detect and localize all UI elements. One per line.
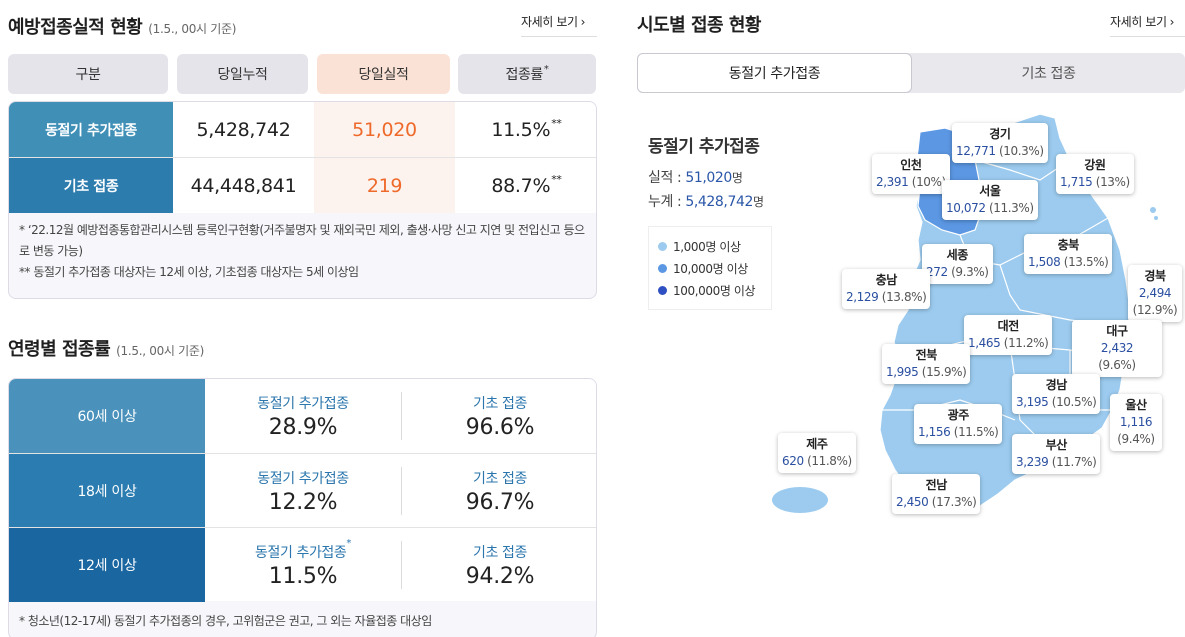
primary-rate: 88.7% ** bbox=[455, 158, 596, 213]
results-more-link[interactable]: 자세히 보기 › bbox=[521, 13, 597, 37]
tab-primary[interactable]: 기초 접종 bbox=[1021, 66, 1076, 82]
booster-cumulative: 5,428,742 bbox=[173, 102, 314, 157]
col-header-daily: 당일실적 bbox=[317, 54, 450, 94]
footnote-2: ** 동절기 추가접종 대상자는 12세 이상, 기초접종 대상자는 5세 이상… bbox=[19, 265, 359, 279]
korea-map: 경기 12,771 (10.3%) 인천 2,391 (10%) 강원 1,71… bbox=[770, 110, 1185, 530]
region-label-gyeonggi[interactable]: 경기 12,771 (10.3%) bbox=[952, 123, 1048, 163]
region-label-ulsan[interactable]: 울산 1,116 (9.4%) bbox=[1110, 394, 1162, 451]
age-label-60: 60세 이상 bbox=[9, 379, 205, 453]
region-more-link[interactable]: 자세히 보기 › bbox=[1110, 13, 1185, 37]
region-label-chungnam[interactable]: 충남 2,129 (13.8%) bbox=[842, 269, 931, 309]
booster-daily: 51,020 bbox=[314, 102, 455, 157]
region-label-daejeon[interactable]: 대전 1,465 (11.2%) bbox=[964, 315, 1053, 355]
summary-total: 누계 :5,428,742명 bbox=[648, 194, 764, 210]
summary-title: 동절기 추가접종 bbox=[648, 137, 760, 157]
chevron-right-icon: › bbox=[1169, 15, 1175, 29]
region-label-gyeongbuk[interactable]: 경북 2,494 (12.9%) bbox=[1128, 265, 1182, 322]
age-label-18: 18세 이상 bbox=[9, 454, 205, 528]
table-row: 동절기 추가접종 5,428,742 51,020 11.5% ** bbox=[9, 102, 596, 157]
table-row: 12세 이상 동절기 추가접종* 11.5% 기초 접종 94.2% bbox=[9, 527, 596, 602]
age12-primary: 기초 접종 94.2% bbox=[465, 544, 535, 589]
divider bbox=[401, 467, 402, 515]
table-row: 기초 접종 44,448,841 219 88.7% ** bbox=[9, 157, 596, 213]
region-label-daegu[interactable]: 대구 2,432 (9.6%) bbox=[1072, 320, 1162, 377]
tab-booster[interactable]: 동절기 추가접종 bbox=[637, 53, 912, 93]
region-label-gyeongnam[interactable]: 경남 3,195 (10.5%) bbox=[1012, 374, 1101, 414]
map-legend: 1,000명 이상 10,000명 이상 100,000명 이상 bbox=[648, 226, 772, 310]
age-label-12: 12세 이상 bbox=[9, 528, 205, 602]
row-label-booster: 동절기 추가접종 bbox=[9, 102, 173, 157]
region-title: 시도별 접종 현황 bbox=[637, 15, 761, 36]
divider bbox=[401, 541, 402, 589]
age-header: 연령별 접종률 (1.5., 00시 기준) bbox=[8, 335, 204, 361]
legend-item: 1,000명 이상 bbox=[649, 235, 771, 257]
col-header-rate: 접종률 * bbox=[458, 54, 596, 94]
age-subtitle: (1.5., 00시 기준) bbox=[116, 344, 205, 358]
table-row: 18세 이상 동절기 추가접종 12.2% 기초 접종 96.7% bbox=[9, 453, 596, 528]
region-label-jeonnam[interactable]: 전남 2,450 (17.3%) bbox=[892, 474, 981, 514]
region-label-gwangju[interactable]: 광주 1,156 (11.5%) bbox=[914, 404, 1003, 444]
legend-dot-light bbox=[658, 241, 667, 251]
age-title: 연령별 접종률 bbox=[8, 339, 111, 360]
col-header-cumulative: 당일누적 bbox=[177, 54, 308, 94]
results-title: 예방접종실적 현황 bbox=[8, 17, 143, 38]
row-label-primary: 기초 접종 bbox=[9, 158, 173, 213]
footnote-1: * ‘22.12월 예방접종통합관리시스템 등록인구현황(거주불명자 및 재외국… bbox=[19, 223, 585, 258]
region-tabs: 기초 접종 동절기 추가접종 bbox=[637, 53, 1185, 93]
island-shape bbox=[1150, 207, 1156, 213]
primary-cumulative: 44,448,841 bbox=[173, 158, 314, 213]
region-label-gangwon[interactable]: 강원 1,715 (13%) bbox=[1056, 154, 1134, 194]
age60-primary: 기초 접종 96.6% bbox=[465, 395, 535, 440]
region-label-jeonbuk[interactable]: 전북 1,995 (15.9%) bbox=[882, 344, 971, 384]
age-table: 60세 이상 동절기 추가접종 28.9% 기초 접종 96.6% 18세 이상… bbox=[8, 378, 597, 637]
jeju-shape bbox=[772, 487, 828, 513]
divider bbox=[401, 392, 402, 440]
primary-daily: 219 bbox=[314, 158, 455, 213]
legend-item: 10,000명 이상 bbox=[649, 257, 771, 279]
region-label-seoul[interactable]: 서울 10,072 (11.3%) bbox=[942, 180, 1038, 220]
col-header-category: 구분 bbox=[8, 54, 168, 94]
age-footnote: * 청소년(12-17세) 동절기 추가접종의 경우, 고위험군은 권고, 그 … bbox=[19, 614, 432, 628]
results-table: 동절기 추가접종 5,428,742 51,020 11.5% ** 기초 접종 … bbox=[8, 101, 597, 299]
booster-rate: 11.5% ** bbox=[455, 102, 596, 157]
region-more-label: 자세히 보기 bbox=[1110, 15, 1167, 29]
region-label-busan[interactable]: 부산 3,239 (11.7%) bbox=[1012, 434, 1101, 474]
age18-primary: 기초 접종 96.7% bbox=[465, 470, 535, 515]
results-footnotes: * ‘22.12월 예방접종통합관리시스템 등록인구현황(거주불명자 및 재외국… bbox=[19, 220, 589, 283]
age18-booster: 동절기 추가접종 12.2% bbox=[257, 470, 349, 515]
results-more-label: 자세히 보기 bbox=[521, 15, 578, 29]
age12-booster: 동절기 추가접종* 11.5% bbox=[254, 537, 352, 589]
region-header: 시도별 접종 현황 bbox=[637, 11, 761, 37]
table-row: 60세 이상 동절기 추가접종 28.9% 기초 접종 96.6% bbox=[9, 379, 596, 453]
results-subtitle: (1.5., 00시 기준) bbox=[148, 22, 237, 36]
region-label-jeju[interactable]: 제주 620 (11.8%) bbox=[778, 433, 856, 473]
region-label-incheon[interactable]: 인천 2,391 (10%) bbox=[872, 154, 950, 194]
legend-item: 100,000명 이상 bbox=[649, 279, 771, 301]
region-label-chungbuk[interactable]: 충북 1,508 (13.5%) bbox=[1024, 234, 1113, 274]
island-shape bbox=[1154, 216, 1158, 220]
legend-dot-mid bbox=[658, 263, 667, 273]
results-header: 예방접종실적 현황 (1.5., 00시 기준) bbox=[8, 13, 236, 39]
header-footnote-mark: * bbox=[543, 63, 549, 75]
legend-dot-dark bbox=[658, 285, 667, 295]
region-label-sejong[interactable]: 세종 272 (9.3%) bbox=[922, 244, 993, 284]
summary-daily: 실적 :51,020명 bbox=[648, 170, 743, 186]
age60-booster: 동절기 추가접종 28.9% bbox=[257, 395, 349, 440]
chevron-right-icon: › bbox=[580, 15, 586, 29]
